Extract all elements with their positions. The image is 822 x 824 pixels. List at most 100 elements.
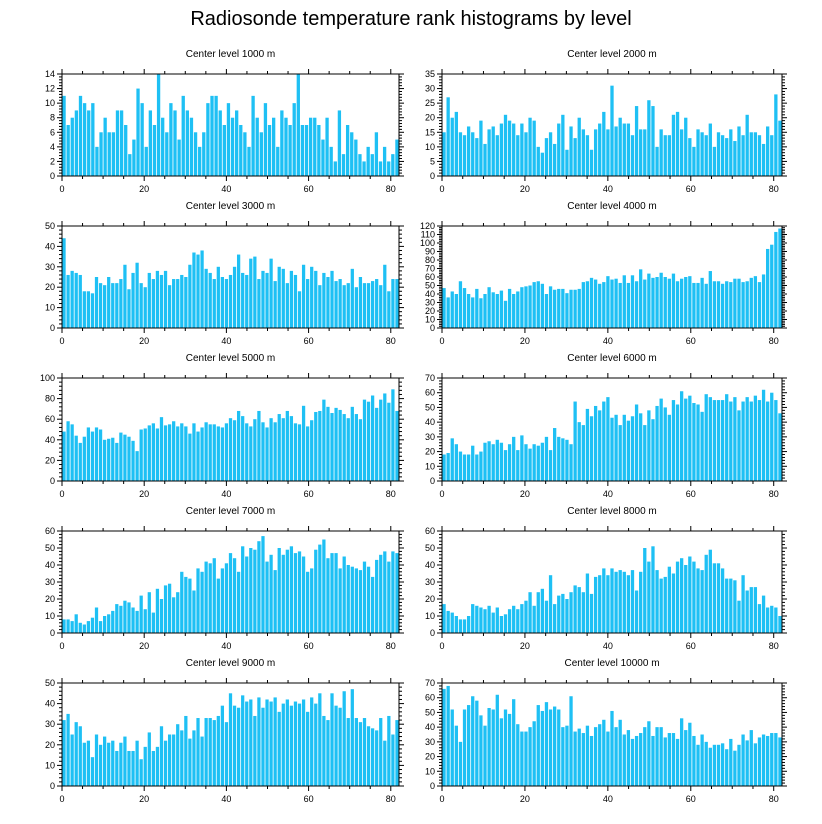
bar [483,143,487,176]
bar [565,725,569,786]
bar [200,427,204,481]
bar [757,604,762,633]
bar [643,129,647,176]
bar [159,274,164,328]
bar [395,720,399,786]
plot-frame [441,682,783,787]
bar [471,132,475,176]
bar [281,703,285,786]
bar [585,408,590,481]
bar [115,283,119,328]
y-tick-label: 40 [45,241,55,251]
bar [98,621,103,633]
bar [257,279,261,328]
bar [536,592,540,633]
bar [151,750,155,786]
bar [577,117,581,176]
bar [253,256,257,328]
bar [749,401,753,481]
bar [442,688,446,786]
x-tick-label: 20 [520,641,530,651]
bar [395,279,399,328]
bar [516,291,520,328]
bar [228,693,233,786]
bar [675,738,680,786]
x-tick-label: 40 [221,794,231,804]
x-tick-label: 20 [520,794,530,804]
panel-8: 0 10 20 30 40 50 60 0 20 40 60 80 Center level 8000 … [425,506,787,651]
bar [471,604,475,633]
bar [139,759,143,786]
bar [391,154,395,176]
bar [111,437,115,481]
y-tick-label: 30 [45,577,55,587]
bar [581,733,585,786]
bar [167,734,172,786]
y-tick-label: 50 [45,543,55,553]
bar [778,120,782,176]
bar [491,612,495,633]
bar [204,718,208,786]
bar [135,740,139,786]
bar [354,568,358,633]
bar [753,132,758,176]
panel-2: 0 5 10 15 20 25 30 35 0 20 40 60 80 Center level 2000… [425,49,787,194]
y-tick-label: 100 [420,238,435,248]
bar [289,705,294,786]
bar [458,741,463,786]
bar [107,438,111,481]
bar [123,600,127,633]
bar [272,117,276,176]
y-tick-label: 10 [45,760,55,770]
bar [243,132,247,176]
bar [159,726,164,786]
x-tick-label: 20 [520,489,530,499]
bar [659,578,663,633]
bar [647,100,651,176]
bar [577,288,581,328]
bar [379,285,383,328]
bar [708,549,712,633]
bar [729,282,733,328]
bar [193,132,198,176]
bar [325,117,329,176]
plot-frame [61,225,400,329]
bar [745,114,749,176]
bar [62,95,66,176]
bar [450,291,454,328]
y-tick-label: 10 [45,303,55,313]
bar [602,401,606,481]
bar [618,425,622,481]
bar [391,279,395,328]
bar [655,146,659,176]
panel-1: 0 2 4 6 8 10 12 14 0 20 40 60 80 Center level 1000 m [45,49,404,194]
bar [581,282,585,328]
bar [127,602,131,633]
bar [557,123,561,176]
y-tick-label: 8 [50,113,55,123]
bar [626,282,631,328]
bar [143,609,147,633]
bar [74,110,79,176]
bar [667,278,671,328]
bar [119,605,123,633]
bar [90,757,95,786]
bar [176,279,180,328]
bar [466,294,471,328]
panel-title: Center level 3000 m [186,201,276,212]
y-tick-label: 0 [430,171,435,181]
bar [774,607,778,633]
bar [630,275,635,328]
bar [770,605,774,633]
bar [532,721,536,786]
bar [553,706,557,786]
bar [86,427,91,481]
bar [87,110,91,176]
bar [630,135,635,176]
bar [659,129,663,176]
bar [103,439,107,481]
bar [304,125,309,176]
bar [757,135,762,176]
bar [462,619,467,633]
